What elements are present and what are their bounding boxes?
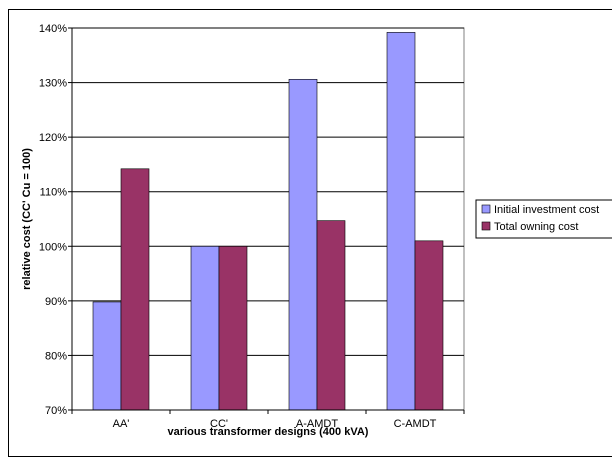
legend-swatch-total-owning <box>481 221 491 231</box>
legend-swatch-initial-investment <box>481 204 491 214</box>
legend-box <box>475 199 612 239</box>
y-tick-label: 140% <box>39 23 67 35</box>
bar-initial-investment-2 <box>288 78 318 411</box>
legend-label-initial-investment: Initial investment cost <box>494 204 599 216</box>
x-tick-label: A-AMDT <box>296 418 338 430</box>
y-tick-labels: 70% 80% 90% 100% 110% 120% 130% 140% <box>39 23 72 417</box>
bar-total-owning-0 <box>120 168 150 411</box>
x-tick-label: AA' <box>113 418 130 430</box>
bar-total-owning-3 <box>414 240 444 411</box>
y-tick-label: 90% <box>45 296 67 308</box>
bar-total-owning-2 <box>316 220 346 411</box>
x-tick-label: CC' <box>210 418 228 430</box>
y-tick-label: 80% <box>45 350 67 362</box>
y-tick-label: 130% <box>39 78 67 90</box>
bar-initial-investment-1 <box>190 245 220 411</box>
bar-initial-investment-3 <box>386 32 416 411</box>
y-tick-label: 120% <box>39 132 67 144</box>
bar-series <box>92 32 444 411</box>
y-tick-label: 100% <box>39 241 67 253</box>
bar-initial-investment-0 <box>92 301 122 411</box>
y-tick-label: 110% <box>40 187 68 199</box>
x-tick-label: C-AMDT <box>394 418 437 430</box>
y-axis-title: relative cost (CC' Cu = 100) <box>21 148 33 290</box>
x-axis-title: various transformer designs (400 kVA) <box>168 426 369 438</box>
legend: Initial investment cost Total owning cos… <box>475 199 612 239</box>
legend-label-total-owning: Total owning cost <box>494 221 578 233</box>
y-tick-label: 70% <box>45 405 67 417</box>
x-tick-labels: AA' CC' A-AMDT C-AMDT <box>71 410 465 430</box>
bar-total-owning-1 <box>218 245 248 411</box>
